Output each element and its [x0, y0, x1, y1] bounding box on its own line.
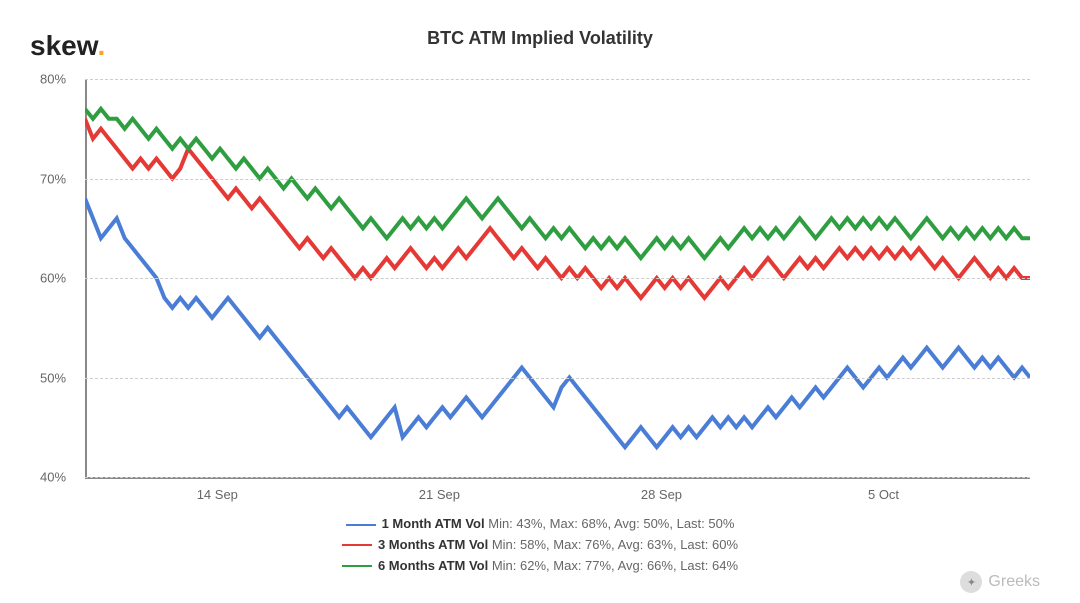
legend-stats: Min: 58%, Max: 76%, Avg: 63%, Last: 60% — [492, 537, 738, 552]
legend-row-6m: 6 Months ATM Vol Min: 62%, Max: 77%, Avg… — [30, 556, 1050, 577]
x-tick-label: 14 Sep — [197, 487, 238, 502]
y-tick-label: 70% — [40, 171, 66, 186]
logo-text: skew — [30, 30, 97, 61]
watermark: ✦ Greeks — [960, 571, 1040, 593]
chart-container: skew. BTC ATM Implied Volatility 40%50%6… — [0, 0, 1080, 603]
watermark-text: Greeks — [988, 573, 1040, 591]
series-line-6m — [85, 109, 1030, 258]
y-tick-label: 40% — [40, 470, 66, 485]
legend-swatch — [342, 565, 372, 567]
legend-swatch — [342, 544, 372, 546]
grid-line — [85, 378, 1030, 379]
series-line-3m — [85, 119, 1030, 298]
logo-dot: . — [97, 30, 105, 61]
x-tick-label: 5 Oct — [868, 487, 899, 502]
chart-title: BTC ATM Implied Volatility — [30, 28, 1050, 49]
legend: 1 Month ATM Vol Min: 43%, Max: 68%, Avg:… — [30, 514, 1050, 576]
x-tick-label: 21 Sep — [419, 487, 460, 502]
chart-area: 40%50%60%70%80%14 Sep21 Sep28 Sep5 Oct — [85, 79, 1030, 479]
legend-swatch — [346, 524, 376, 526]
legend-stats: Min: 62%, Max: 77%, Avg: 66%, Last: 64% — [492, 558, 738, 573]
grid-line — [85, 477, 1030, 478]
x-tick-label: 28 Sep — [641, 487, 682, 502]
grid-line — [85, 278, 1030, 279]
legend-series-name: 3 Months ATM Vol — [378, 537, 488, 552]
legend-stats: Min: 43%, Max: 68%, Avg: 50%, Last: 50% — [488, 516, 734, 531]
grid-line — [85, 179, 1030, 180]
wechat-icon: ✦ — [960, 571, 982, 593]
legend-row-1m: 1 Month ATM Vol Min: 43%, Max: 68%, Avg:… — [30, 514, 1050, 535]
y-tick-label: 60% — [40, 271, 66, 286]
y-tick-label: 80% — [40, 72, 66, 87]
logo: skew. — [30, 30, 105, 62]
y-tick-label: 50% — [40, 370, 66, 385]
legend-series-name: 1 Month ATM Vol — [382, 516, 485, 531]
legend-series-name: 6 Months ATM Vol — [378, 558, 488, 573]
grid-line — [85, 79, 1030, 80]
legend-row-3m: 3 Months ATM Vol Min: 58%, Max: 76%, Avg… — [30, 535, 1050, 556]
